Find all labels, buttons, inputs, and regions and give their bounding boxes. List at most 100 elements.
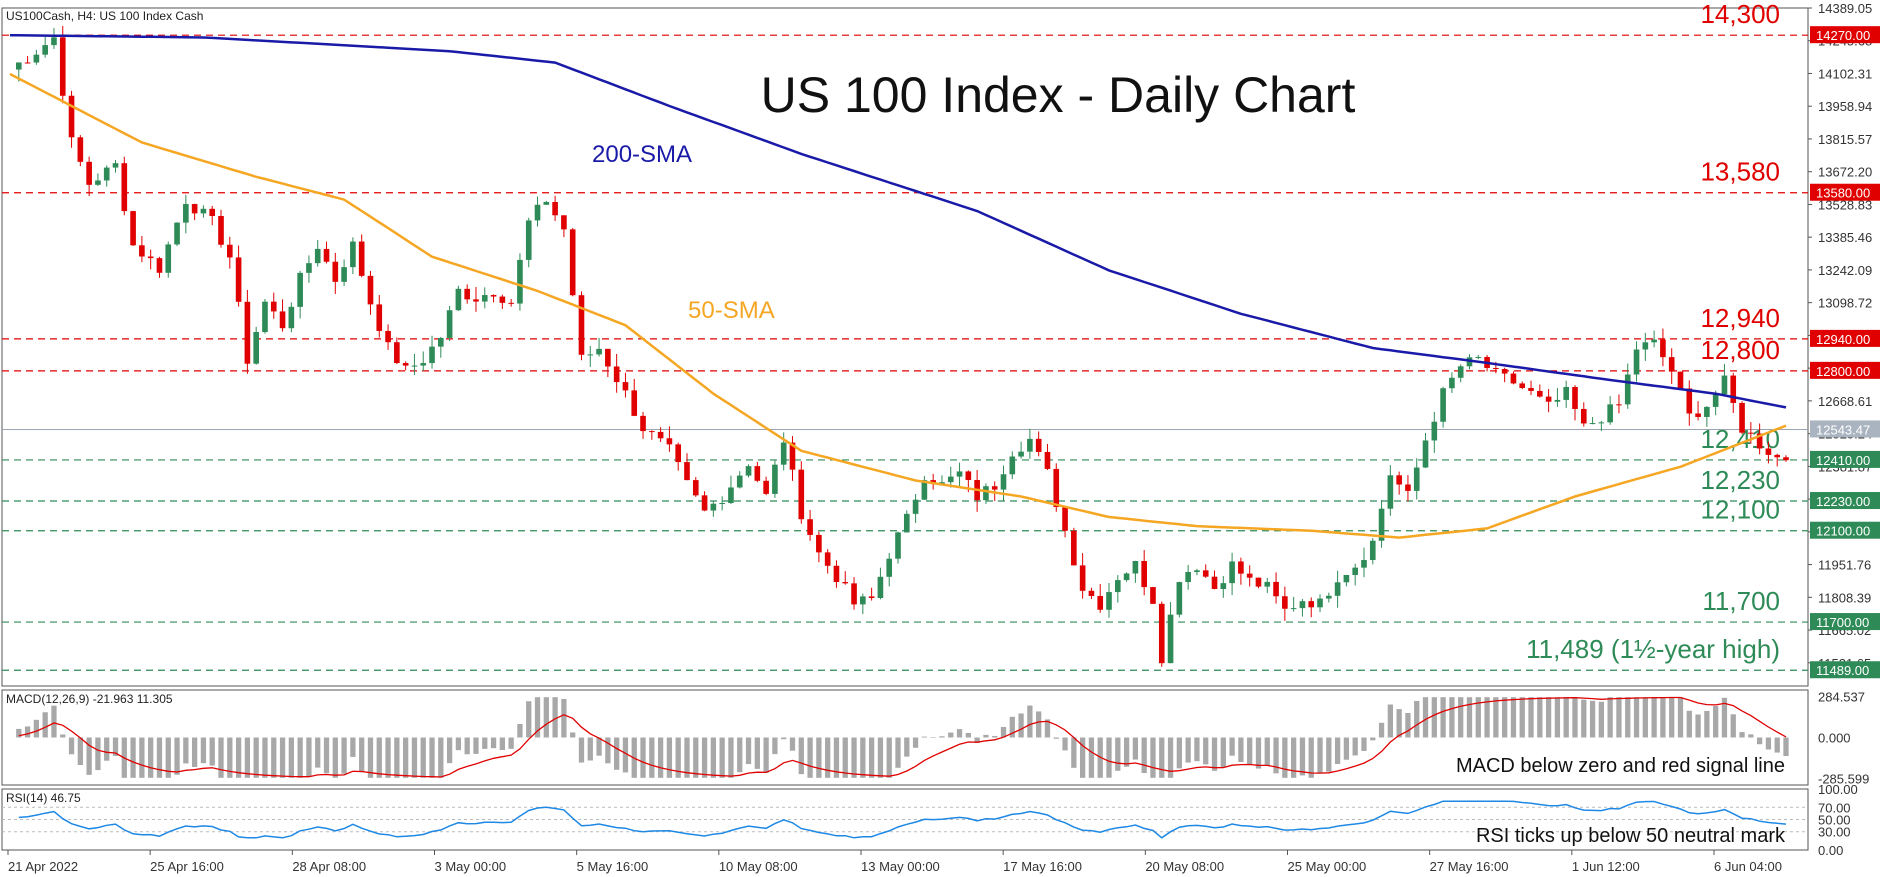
candle-body <box>1712 394 1719 407</box>
macd-histogram-bar <box>1211 737 1218 771</box>
candle-body <box>1686 388 1693 414</box>
macd-histogram-bar <box>851 737 857 778</box>
macd-histogram-bar <box>983 734 989 738</box>
candle-body <box>411 365 418 367</box>
candle-body <box>833 565 840 583</box>
candle-body <box>816 534 822 553</box>
level-label: 11,700 <box>1702 586 1780 616</box>
candle-body <box>1018 451 1024 457</box>
macd-histogram-bar <box>1361 737 1367 751</box>
macd-histogram-bar <box>218 737 224 778</box>
candle-body <box>437 337 444 347</box>
macd-histogram-bar <box>877 737 884 778</box>
macd-histogram-bar <box>1247 737 1253 764</box>
macd-histogram-bar <box>1545 697 1552 738</box>
x-tick-label: 13 May 00:00 <box>861 859 940 874</box>
candle-body <box>534 204 541 221</box>
macd-histogram-bar <box>253 737 259 778</box>
macd-histogram-bar <box>1326 737 1332 772</box>
candle-body <box>1501 369 1508 374</box>
macd-histogram-bar <box>455 737 462 751</box>
macd-histogram-bar <box>508 737 514 749</box>
level-price-tag-text: 12410.00 <box>1816 453 1870 468</box>
macd-histogram-bar <box>534 697 541 738</box>
candle-body <box>552 201 558 216</box>
macd-histogram-bar <box>526 701 532 738</box>
level-price-tag <box>1810 329 1880 347</box>
x-tick-label: 5 May 16:00 <box>577 859 649 874</box>
candle-body <box>77 137 84 162</box>
candle-body <box>1282 596 1288 609</box>
macd-histogram-bar <box>1414 700 1420 738</box>
candle-body <box>1554 399 1561 402</box>
macd-histogram-bar <box>200 737 207 764</box>
macd-histogram-bar <box>16 728 22 738</box>
macd-histogram-bar <box>1581 699 1587 738</box>
macd-histogram-bar <box>1695 714 1701 738</box>
candle-body <box>429 346 435 364</box>
candle-body <box>33 54 40 63</box>
candle-body <box>1739 402 1745 433</box>
macd-histogram-bar <box>798 737 804 775</box>
candle-body <box>1044 451 1051 469</box>
macd-histogram-bar <box>51 705 57 738</box>
candle-body <box>508 302 514 304</box>
candle-body <box>1158 603 1165 664</box>
candle-body <box>323 248 330 262</box>
level-price-tag <box>1810 521 1880 539</box>
rsi-y-tick-label: 0.00 <box>1818 843 1843 858</box>
macd-histogram-bar <box>992 735 998 738</box>
macd-histogram-bar <box>1704 710 1710 738</box>
macd-histogram-bar <box>675 737 681 778</box>
candle-body <box>736 475 743 488</box>
macd-histogram-bar <box>1493 697 1499 738</box>
level-label: 12,230 <box>1700 465 1780 495</box>
macd-histogram-bar <box>1748 734 1754 738</box>
macd-histogram-bar <box>1299 737 1306 776</box>
candle-body <box>1449 377 1455 389</box>
macd-histogram-bar <box>1282 737 1288 778</box>
macd-histogram-bar <box>1598 701 1605 738</box>
candle-body <box>1062 507 1068 531</box>
candle-body <box>174 222 180 245</box>
candle-body <box>921 480 928 500</box>
macd-histogram-bar <box>1115 737 1121 771</box>
candle-body <box>1765 448 1772 455</box>
candle-body <box>279 311 286 329</box>
candle-body <box>895 532 901 559</box>
current-price-tag <box>1810 420 1880 438</box>
candle-body <box>1660 339 1666 358</box>
candle-body <box>130 211 136 246</box>
macd-histogram-bar <box>1475 697 1481 738</box>
candle-body <box>218 215 224 245</box>
candle-body <box>1756 433 1763 449</box>
candle-body <box>455 288 462 311</box>
candle-body <box>1202 570 1209 577</box>
candle-body <box>1695 413 1701 417</box>
macd-histogram-bar <box>1422 697 1429 738</box>
macd-histogram-bar <box>1484 697 1490 738</box>
macd-histogram-bar <box>1669 697 1675 738</box>
macd-histogram-bar <box>649 737 655 778</box>
candle-body <box>1510 373 1517 384</box>
candle-body <box>1528 388 1534 391</box>
macd-histogram-bar <box>279 737 286 778</box>
macd-histogram-bar <box>1194 737 1200 762</box>
macd-histogram-bar <box>1229 737 1235 756</box>
level-label: 13,580 <box>1700 157 1780 187</box>
chart-title: US 100 Index - Daily Chart <box>761 67 1356 123</box>
macd-histogram-bar <box>1660 697 1666 738</box>
candle-body <box>1704 406 1710 417</box>
candle-body <box>1668 357 1675 372</box>
candle-body <box>1405 484 1411 491</box>
macd-histogram-bar <box>385 737 391 778</box>
macd-histogram-bar <box>95 737 101 771</box>
candle-body <box>1378 508 1385 541</box>
macd-histogram-bar <box>446 737 453 764</box>
candle-body <box>842 582 849 584</box>
macd-histogram-bar <box>112 737 119 756</box>
macd-histogram-bar <box>1132 737 1139 760</box>
candle-body <box>1123 573 1130 581</box>
candle-body <box>402 363 409 366</box>
